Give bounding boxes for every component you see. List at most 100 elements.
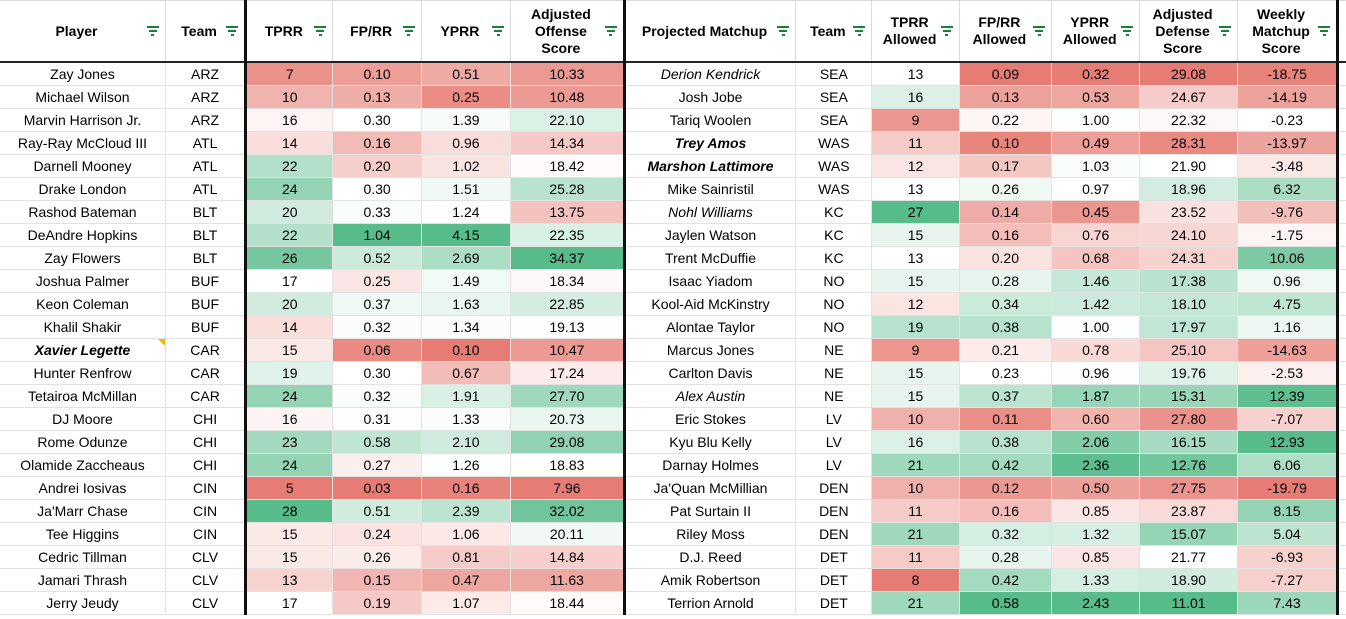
- weekly-score-cell[interactable]: -0.23: [1237, 108, 1340, 132]
- player-cell[interactable]: Joshua Palmer: [0, 269, 166, 293]
- yprr-allowed-cell[interactable]: 0.85: [1051, 545, 1141, 569]
- tprr-allowed-cell[interactable]: 9: [871, 338, 960, 362]
- player-cell[interactable]: Ja'Marr Chase: [0, 499, 166, 523]
- team-cell[interactable]: CLV: [165, 545, 247, 569]
- fprr-cell[interactable]: 0.30: [332, 108, 422, 132]
- offense-score-cell[interactable]: 10.33: [510, 62, 626, 86]
- weekly-score-cell[interactable]: -13.97: [1237, 131, 1340, 155]
- tprr-cell[interactable]: 7: [244, 62, 334, 86]
- defense-team-cell[interactable]: NO: [795, 292, 873, 316]
- offense-score-cell[interactable]: 22.85: [510, 292, 626, 316]
- fprr-cell[interactable]: 0.20: [332, 154, 422, 178]
- fprr-cell[interactable]: 0.30: [332, 361, 422, 385]
- defense-team-cell[interactable]: LV: [795, 407, 873, 431]
- tprr-cell[interactable]: 22: [244, 154, 334, 178]
- header-team[interactable]: Team: [165, 0, 247, 63]
- offense-score-cell[interactable]: 7.96: [510, 476, 626, 500]
- yprr-cell[interactable]: 1.51: [421, 177, 512, 201]
- matchup-cell[interactable]: Ja'Quan McMillian: [624, 476, 797, 500]
- defense-team-cell[interactable]: SEA: [795, 62, 873, 86]
- matchup-cell[interactable]: Marshon Lattimore: [624, 154, 797, 178]
- tprr-allowed-cell[interactable]: 15: [871, 361, 960, 385]
- defense-score-cell[interactable]: 18.10: [1139, 292, 1238, 316]
- filter-icon[interactable]: [853, 26, 866, 36]
- tprr-allowed-cell[interactable]: 21: [871, 591, 960, 615]
- matchup-cell[interactable]: Tariq Woolen: [624, 108, 797, 132]
- yprr-allowed-cell[interactable]: 0.60: [1051, 407, 1141, 431]
- tprr-cell[interactable]: 19: [244, 361, 334, 385]
- matchup-cell[interactable]: Trent McDuffie: [624, 246, 797, 270]
- defense-team-cell[interactable]: DET: [795, 568, 873, 592]
- defense-score-cell[interactable]: 24.10: [1139, 223, 1238, 247]
- tprr-allowed-cell[interactable]: 9: [871, 108, 960, 132]
- weekly-score-cell[interactable]: 6.32: [1237, 177, 1340, 201]
- weekly-score-cell[interactable]: 6.06: [1237, 453, 1340, 477]
- player-cell[interactable]: Cedric Tillman: [0, 545, 166, 569]
- tprr-allowed-cell[interactable]: 19: [871, 315, 960, 339]
- defense-score-cell[interactable]: 16.15: [1139, 430, 1238, 454]
- filter-icon[interactable]: [226, 26, 239, 36]
- tprr-cell[interactable]: 10: [244, 85, 334, 109]
- matchup-cell[interactable]: Derion Kendrick: [624, 62, 797, 86]
- header-projected-matchup[interactable]: Projected Matchup: [624, 0, 797, 63]
- yprr-allowed-cell[interactable]: 2.36: [1051, 453, 1141, 477]
- team-cell[interactable]: BLT: [165, 246, 247, 270]
- tprr-allowed-cell[interactable]: 15: [871, 223, 960, 247]
- yprr-allowed-cell[interactable]: 0.50: [1051, 476, 1141, 500]
- team-cell[interactable]: CHI: [165, 430, 247, 454]
- matchup-cell[interactable]: Mike Sainristil: [624, 177, 797, 201]
- fprr-allowed-cell[interactable]: 0.38: [959, 430, 1053, 454]
- team-cell[interactable]: BLT: [165, 200, 247, 224]
- yprr-allowed-cell[interactable]: 1.87: [1051, 384, 1141, 408]
- offense-score-cell[interactable]: 14.84: [510, 545, 626, 569]
- tprr-allowed-cell[interactable]: 13: [871, 177, 960, 201]
- defense-team-cell[interactable]: DET: [795, 591, 873, 615]
- player-cell[interactable]: Tetairoa McMillan: [0, 384, 166, 408]
- yprr-cell[interactable]: 1.06: [421, 522, 512, 546]
- matchup-cell[interactable]: Carlton Davis: [624, 361, 797, 385]
- team-cell[interactable]: ARZ: [165, 62, 247, 86]
- offense-score-cell[interactable]: 18.34: [510, 269, 626, 293]
- matchup-cell[interactable]: Terrion Arnold: [624, 591, 797, 615]
- filter-icon[interactable]: [492, 26, 505, 36]
- defense-score-cell[interactable]: 22.32: [1139, 108, 1238, 132]
- offense-score-cell[interactable]: 20.11: [510, 522, 626, 546]
- tprr-cell[interactable]: 15: [244, 545, 334, 569]
- tprr-allowed-cell[interactable]: 15: [871, 384, 960, 408]
- header-player[interactable]: Player: [0, 0, 166, 63]
- defense-team-cell[interactable]: NO: [795, 315, 873, 339]
- fprr-allowed-cell[interactable]: 0.28: [959, 269, 1053, 293]
- weekly-score-cell[interactable]: 1.16: [1237, 315, 1340, 339]
- player-cell[interactable]: Andrei Iosivas: [0, 476, 166, 500]
- fprr-cell[interactable]: 0.25: [332, 269, 422, 293]
- fprr-cell[interactable]: 0.52: [332, 246, 422, 270]
- yprr-cell[interactable]: 2.69: [421, 246, 512, 270]
- team-cell[interactable]: CAR: [165, 361, 247, 385]
- tprr-cell[interactable]: 5: [244, 476, 334, 500]
- weekly-score-cell[interactable]: -7.27: [1237, 568, 1340, 592]
- fprr-allowed-cell[interactable]: 0.16: [959, 223, 1053, 247]
- team-cell[interactable]: BUF: [165, 315, 247, 339]
- defense-score-cell[interactable]: 23.87: [1139, 499, 1238, 523]
- tprr-allowed-cell[interactable]: 27: [871, 200, 960, 224]
- header-yprr-allowed[interactable]: YPRR Allowed: [1051, 0, 1141, 63]
- fprr-cell[interactable]: 0.51: [332, 499, 422, 523]
- defense-score-cell[interactable]: 15.31: [1139, 384, 1238, 408]
- yprr-allowed-cell[interactable]: 0.96: [1051, 361, 1141, 385]
- yprr-allowed-cell[interactable]: 1.03: [1051, 154, 1141, 178]
- player-cell[interactable]: Darnell Mooney: [0, 154, 166, 178]
- defense-score-cell[interactable]: 24.31: [1139, 246, 1238, 270]
- offense-score-cell[interactable]: 22.10: [510, 108, 626, 132]
- header-adjusted-defense-score[interactable]: Adjusted Defense Score: [1139, 0, 1238, 63]
- tprr-cell[interactable]: 20: [244, 292, 334, 316]
- weekly-score-cell[interactable]: -6.93: [1237, 545, 1340, 569]
- matchup-cell[interactable]: Riley Moss: [624, 522, 797, 546]
- defense-team-cell[interactable]: WAS: [795, 154, 873, 178]
- defense-team-cell[interactable]: KC: [795, 200, 873, 224]
- defense-team-cell[interactable]: KC: [795, 246, 873, 270]
- fprr-allowed-cell[interactable]: 0.16: [959, 499, 1053, 523]
- fprr-cell[interactable]: 0.37: [332, 292, 422, 316]
- player-cell[interactable]: Rome Odunze: [0, 430, 166, 454]
- player-cell[interactable]: Drake London: [0, 177, 166, 201]
- filter-icon[interactable]: [777, 26, 790, 36]
